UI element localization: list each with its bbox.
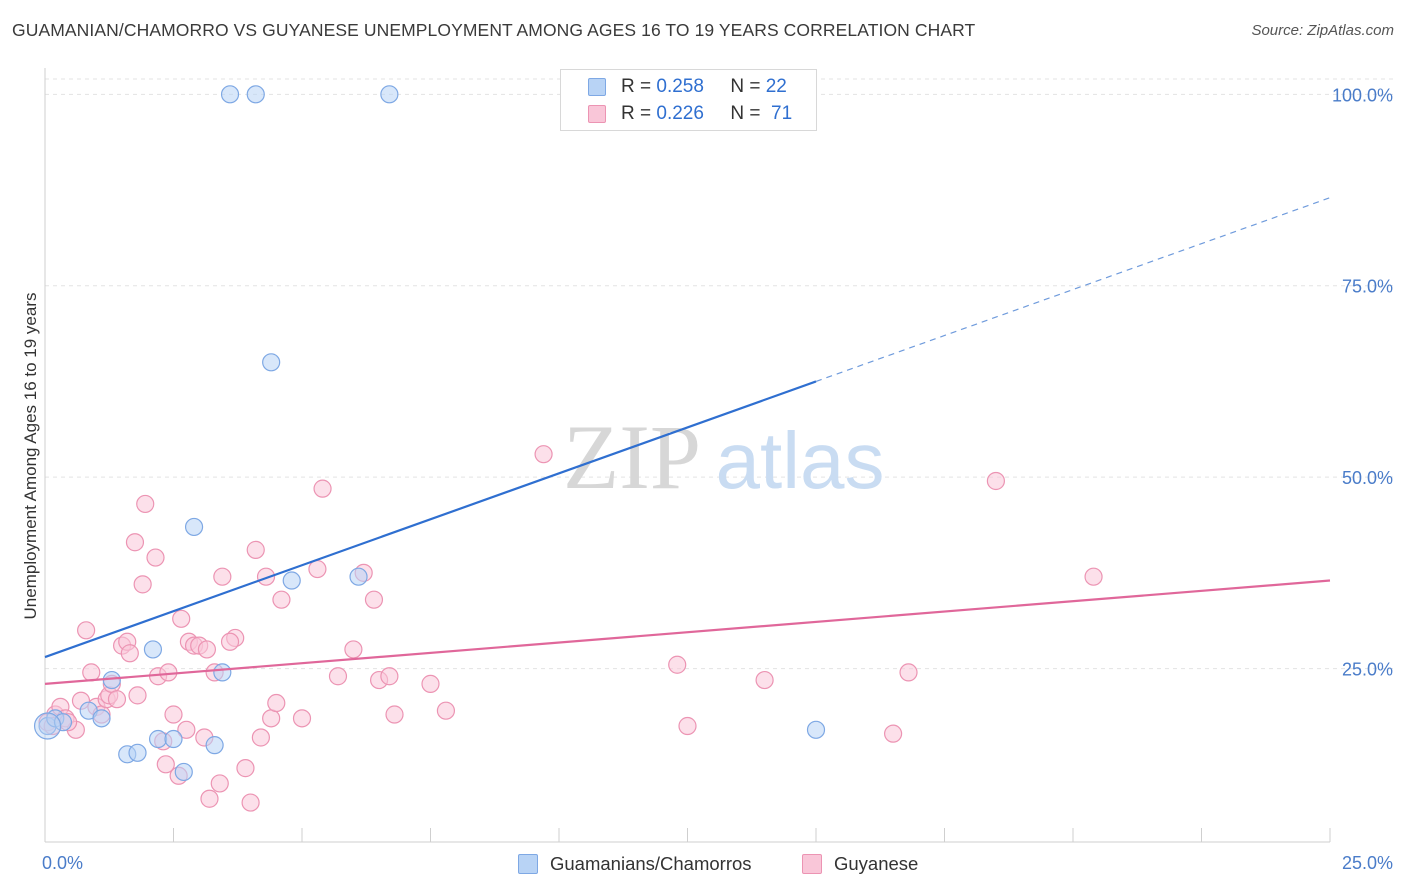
- correlation-legend: R = 0.258 N = 22 R = 0.226 N = 71: [560, 69, 817, 131]
- legend-swatch-blue: [588, 78, 606, 96]
- data-point: [136, 494, 155, 514]
- data-point: [53, 713, 73, 732]
- data-point: [883, 724, 903, 743]
- data-point: [534, 445, 553, 464]
- data-point: [125, 533, 145, 552]
- data-point: [292, 709, 312, 728]
- data-point: [213, 567, 232, 586]
- trend-lines: [44, 197, 1331, 685]
- data-point: [344, 640, 363, 659]
- watermark-zip: ZIP: [563, 406, 701, 508]
- watermark: ZIP atlas: [563, 406, 884, 508]
- legend-n-value: 71: [771, 103, 793, 124]
- trend-line-guamanian-extension: [815, 197, 1331, 383]
- data-point: [755, 670, 774, 690]
- tick-labels: 25.0% 50.0% 75.0% 100.0% 0.0% 25.0%: [42, 85, 1393, 873]
- legend-r-label: R =: [621, 103, 652, 124]
- data-point: [262, 709, 281, 728]
- data-point: [421, 674, 440, 693]
- data-point: [156, 755, 175, 774]
- data-point: [210, 774, 229, 793]
- y-tick-label: 75.0%: [1342, 277, 1393, 297]
- legend-n-label: N =: [730, 103, 761, 124]
- data-point: [380, 667, 399, 686]
- legend-r-value: 0.258: [656, 76, 704, 97]
- data-point: [164, 729, 183, 749]
- data-point: [806, 720, 826, 739]
- data-point: [272, 590, 291, 609]
- data-point: [200, 789, 219, 808]
- data-point: [668, 655, 687, 674]
- data-point: [246, 540, 265, 559]
- axes: [44, 68, 1331, 843]
- data-point: [148, 729, 168, 749]
- data-point: [120, 644, 139, 663]
- data-point: [197, 640, 217, 659]
- chart-title: GUAMANIAN/CHAMORRO VS GUYANESE UNEMPLOYM…: [12, 20, 976, 40]
- data-point: [146, 548, 165, 567]
- data-point: [267, 693, 286, 713]
- data-point: [436, 701, 456, 720]
- trend-line-guamanian: [44, 380, 817, 659]
- data-point: [174, 762, 193, 782]
- data-point: [328, 667, 348, 686]
- data-point: [184, 517, 204, 537]
- source-label: Source: ZipAtlas.com: [1251, 22, 1394, 39]
- data-point: [282, 571, 301, 590]
- bottom-legend-label: Guyanese: [834, 853, 919, 874]
- y-tick-label: 25.0%: [1342, 660, 1393, 680]
- data-point: [262, 353, 281, 372]
- data-point: [678, 716, 697, 736]
- data-point: [205, 736, 224, 755]
- data-point: [213, 663, 232, 682]
- data-point: [82, 663, 101, 682]
- legend-r-label: R =: [621, 76, 652, 97]
- legend-swatch-pink: [588, 105, 606, 123]
- grid-lines: [45, 78, 1395, 670]
- data-point: [256, 567, 276, 586]
- data-point: [899, 663, 918, 682]
- trend-line-guyanese: [44, 579, 1331, 685]
- data-point: [128, 743, 147, 762]
- data-point: [241, 793, 260, 812]
- data-point: [77, 621, 96, 640]
- legend-n-value: 22: [765, 76, 787, 97]
- data-point: [986, 471, 1006, 491]
- data-point: [385, 705, 404, 724]
- data-point: [164, 705, 183, 724]
- data-point: [107, 690, 127, 709]
- data-point: [349, 567, 368, 586]
- data-points: [33, 85, 1103, 812]
- data-point: [220, 85, 240, 104]
- y-axis-label: Unemployment Among Ages 16 to 19 years: [21, 293, 40, 620]
- x-tick-label: 0.0%: [42, 853, 83, 873]
- data-point: [308, 559, 327, 579]
- data-point: [380, 85, 399, 104]
- watermark-atlas: atlas: [716, 416, 885, 505]
- data-point: [313, 479, 332, 498]
- data-point: [364, 590, 384, 609]
- data-point: [220, 632, 240, 651]
- data-point: [33, 712, 62, 740]
- data-point: [177, 720, 196, 739]
- bottom-legend-label: Guamanians/Chamorros: [550, 853, 752, 874]
- data-point: [128, 686, 147, 705]
- data-point: [143, 640, 163, 659]
- data-point: [92, 709, 111, 728]
- data-point: [1084, 567, 1103, 586]
- y-tick-label: 50.0%: [1342, 468, 1393, 488]
- data-point: [251, 728, 270, 747]
- data-point: [133, 575, 152, 594]
- bottom-legend-swatch-blue: [518, 854, 538, 874]
- x-tick-label: 25.0%: [1342, 853, 1393, 873]
- legend-n-label: N =: [730, 76, 761, 97]
- y-tick-label: 100.0%: [1332, 85, 1393, 105]
- data-point: [172, 609, 191, 628]
- bottom-legend-swatch-pink: [802, 854, 822, 874]
- data-point: [246, 85, 265, 104]
- legend-r-value: 0.226: [656, 103, 704, 124]
- data-point: [236, 759, 255, 778]
